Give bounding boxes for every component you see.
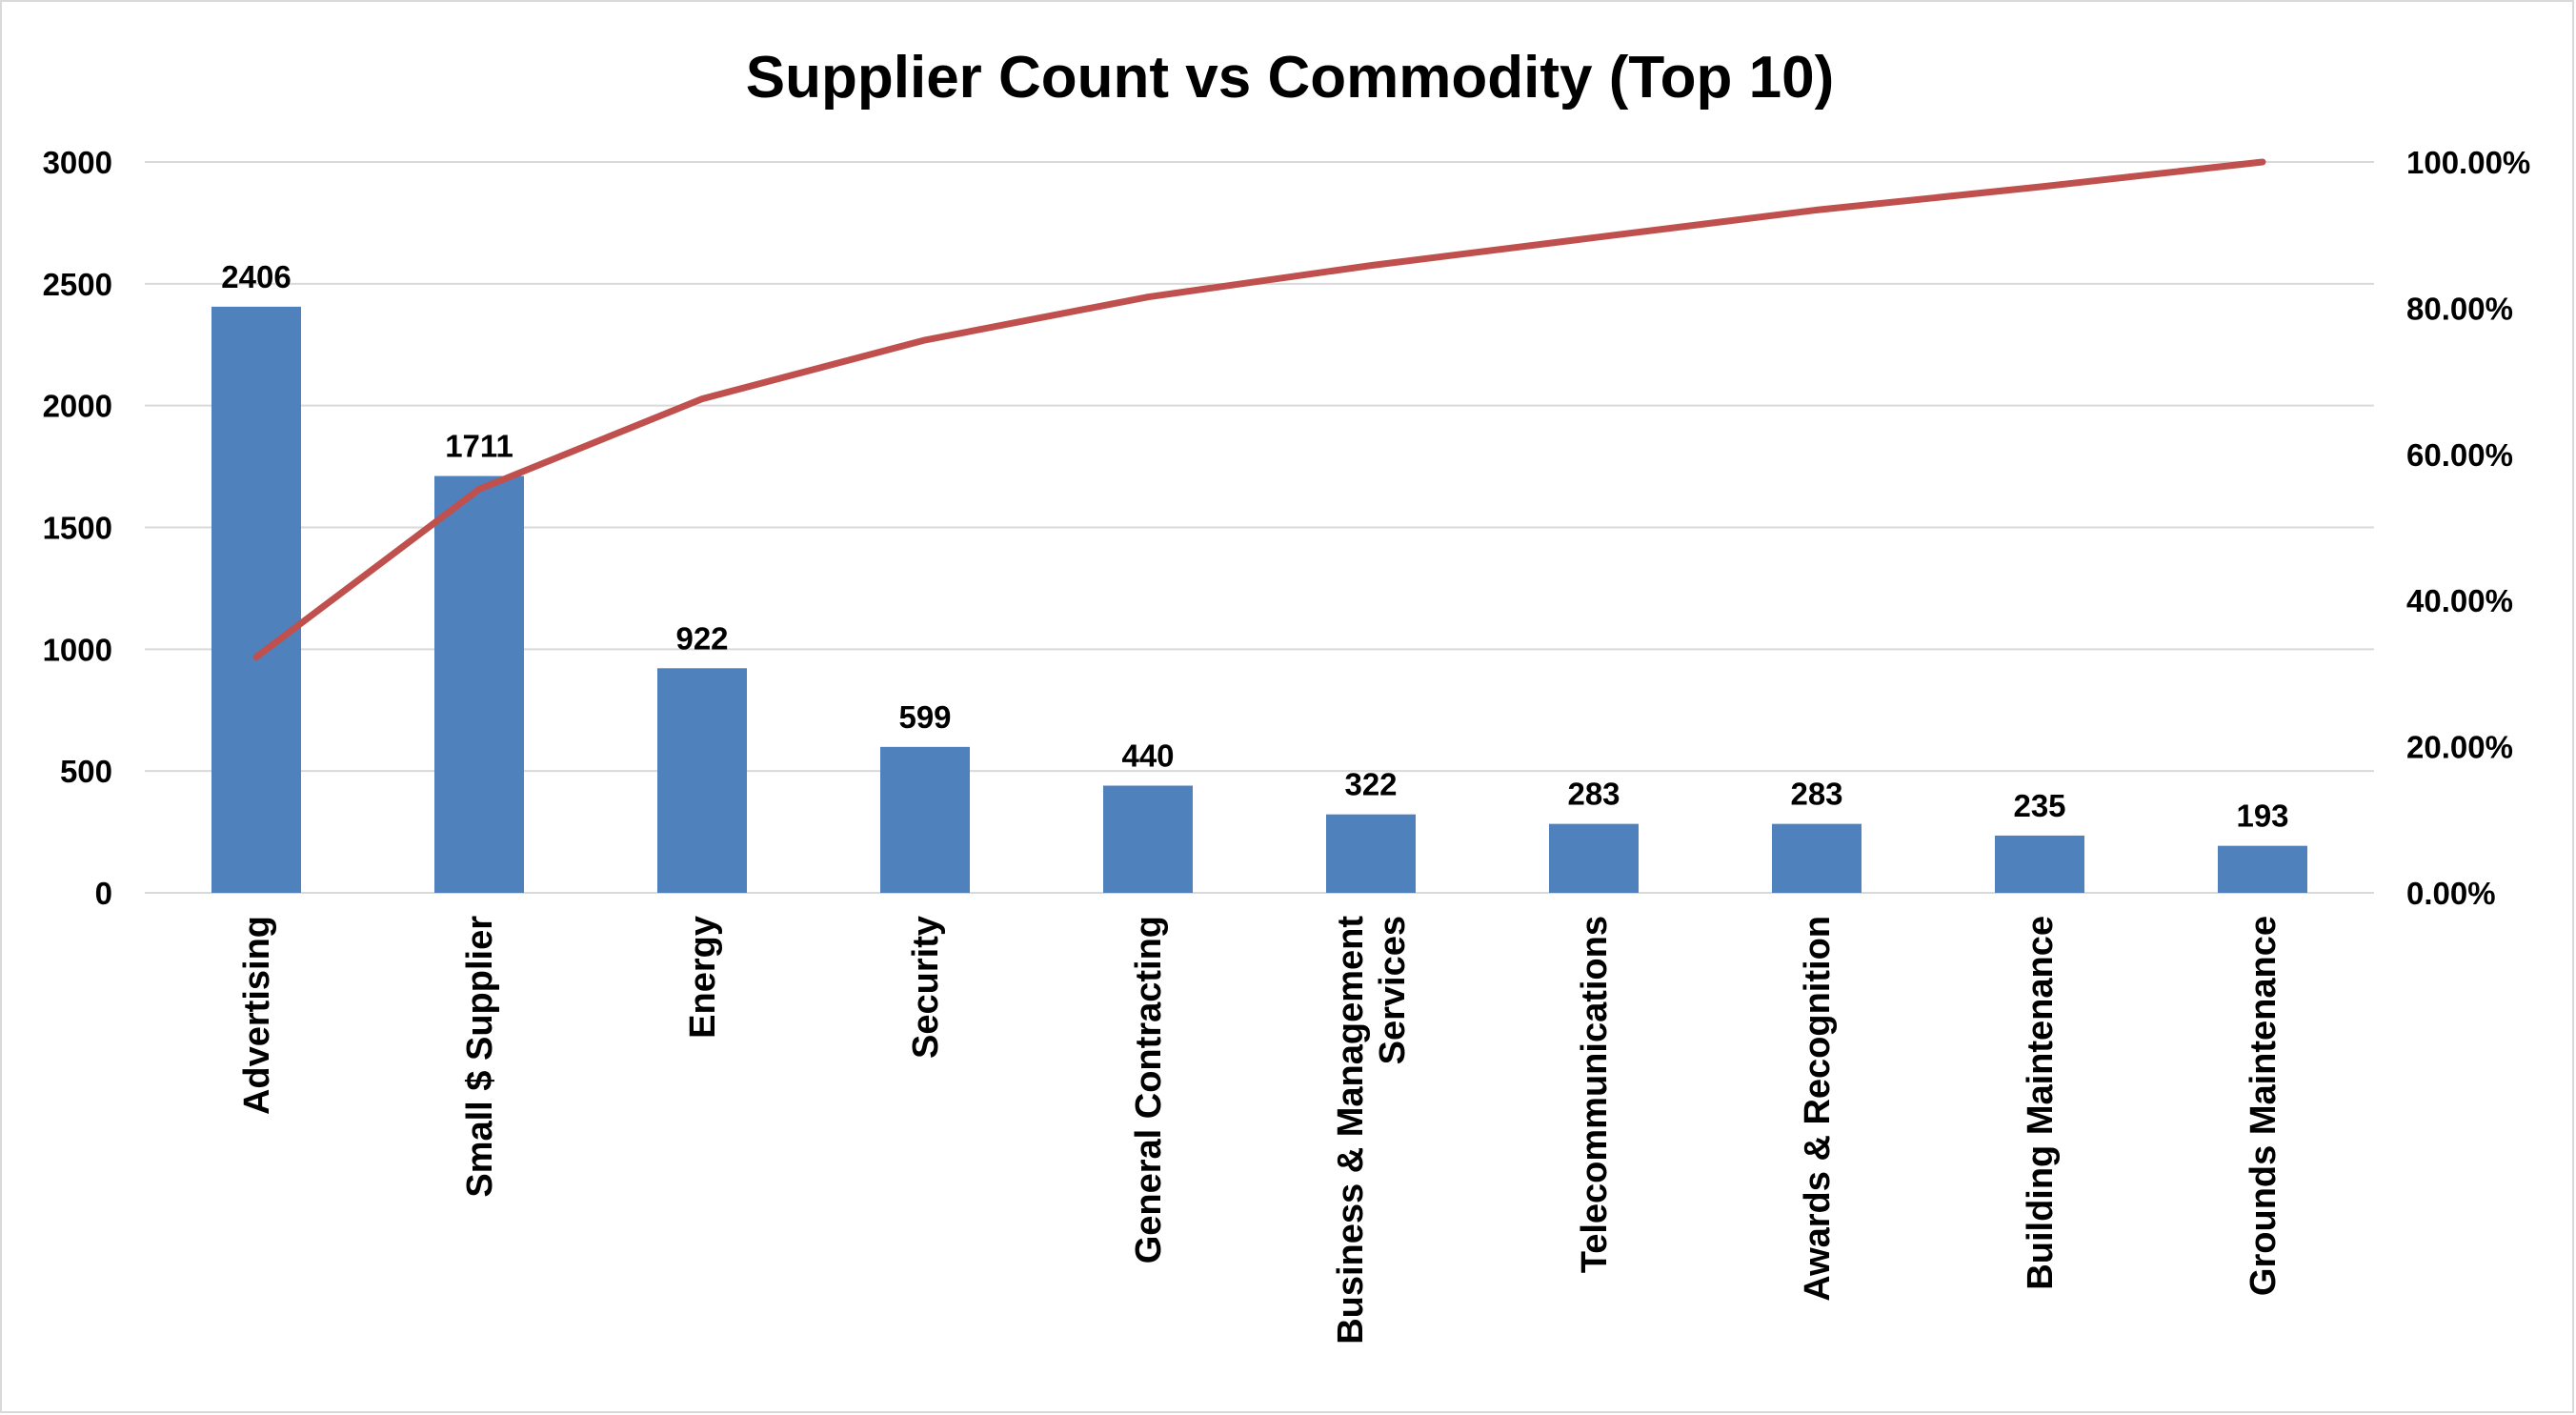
bar-data-label: 235	[2013, 788, 2065, 823]
category-label: General Contracting	[1129, 916, 1169, 1263]
bar-data-label: 283	[1790, 777, 1842, 812]
category-label-group: Telecommunications	[1575, 916, 1615, 1273]
category-label: Small $ Supplier	[460, 916, 500, 1198]
category-label-group: Small $ Supplier	[460, 916, 500, 1198]
right-axis-tick-label: 0.00%	[2406, 876, 2496, 911]
line-point	[701, 397, 703, 400]
line-point	[255, 656, 257, 658]
line-point	[478, 488, 480, 491]
category-label-group: Security	[906, 916, 946, 1059]
category-label-group: Energy	[683, 916, 723, 1039]
category-label: Advertising	[237, 916, 277, 1115]
left-axis-tick-label: 1000	[43, 632, 112, 667]
bar-data-label: 922	[675, 620, 728, 656]
bar	[211, 306, 301, 894]
line-point	[1370, 264, 1372, 267]
category-label: Business & Management	[1331, 916, 1371, 1344]
category-label: Security	[906, 916, 946, 1059]
line-point	[2039, 186, 2041, 189]
category-label-group: Building Maintenance	[2021, 916, 2061, 1290]
right-axis-tick-label: 20.00%	[2406, 730, 2513, 765]
data-labels: 2406 1711 922 599 440 322 283 283 235 193	[221, 259, 2288, 834]
category-label-group: General Contracting	[1129, 916, 1169, 1263]
bar	[1772, 823, 1862, 893]
bar	[2218, 845, 2307, 893]
left-axis-tick-label: 500	[60, 754, 112, 789]
bar	[434, 475, 524, 893]
category-label: Telecommunications	[1575, 916, 1615, 1273]
bar-series	[211, 306, 2307, 894]
right-axis-tick-label: 100.00%	[2406, 145, 2530, 180]
category-label-group: Business & Management Services	[1331, 916, 1413, 1344]
line-point	[2262, 161, 2264, 163]
left-axis-tick-label: 0	[95, 876, 112, 911]
right-axis-tick-label: 80.00%	[2406, 291, 2513, 326]
bar	[1103, 785, 1193, 893]
category-label: Energy	[683, 916, 723, 1039]
category-label-group: Awards & Recognition	[1798, 916, 1838, 1302]
right-axis-tick-label: 60.00%	[2406, 437, 2513, 473]
chart-title: Supplier Count vs Commodity (Top 10)	[746, 45, 1834, 111]
line-point	[1593, 236, 1595, 239]
bar-data-label: 283	[1567, 777, 1620, 812]
left-axis: 0 500 1000 1500 2000 2500 3000	[43, 145, 112, 911]
bar	[657, 668, 747, 893]
bar	[1995, 835, 2084, 893]
bar	[880, 746, 970, 893]
bar	[1549, 823, 1639, 893]
category-axis: Advertising Small $ Supplier Energy Securit…	[237, 916, 2284, 1344]
right-axis: 0.00% 20.00% 40.00% 60.00% 80.00% 100.00%	[2406, 145, 2530, 911]
left-axis-tick-label: 2000	[43, 389, 112, 424]
category-label: Awards & Recognition	[1798, 916, 1838, 1302]
line-point	[1816, 209, 1818, 212]
category-label-group: Grounds Maintenance	[2244, 916, 2284, 1296]
left-axis-tick-label: 3000	[43, 145, 112, 180]
bar-data-label: 322	[1344, 767, 1397, 802]
bar-data-label: 440	[1121, 738, 1174, 774]
right-axis-tick-label: 40.00%	[2406, 583, 2513, 618]
category-label: Grounds Maintenance	[2244, 916, 2284, 1296]
bar-data-label: 2406	[221, 259, 291, 294]
bar-data-label: 599	[898, 699, 951, 735]
category-label: Building Maintenance	[2021, 916, 2061, 1290]
line-point	[924, 338, 926, 341]
cumulative-line	[252, 158, 2266, 660]
left-axis-tick-label: 1500	[43, 511, 112, 546]
line-point	[1147, 295, 1149, 298]
bar	[1326, 814, 1416, 893]
left-axis-tick-label: 2500	[43, 267, 112, 302]
cumulative-line-series	[252, 158, 2266, 660]
bar-data-label: 1711	[445, 429, 513, 464]
category-label-group: Advertising	[237, 916, 277, 1115]
bar-data-label: 193	[2236, 798, 2288, 834]
category-label: Services	[1373, 916, 1413, 1064]
